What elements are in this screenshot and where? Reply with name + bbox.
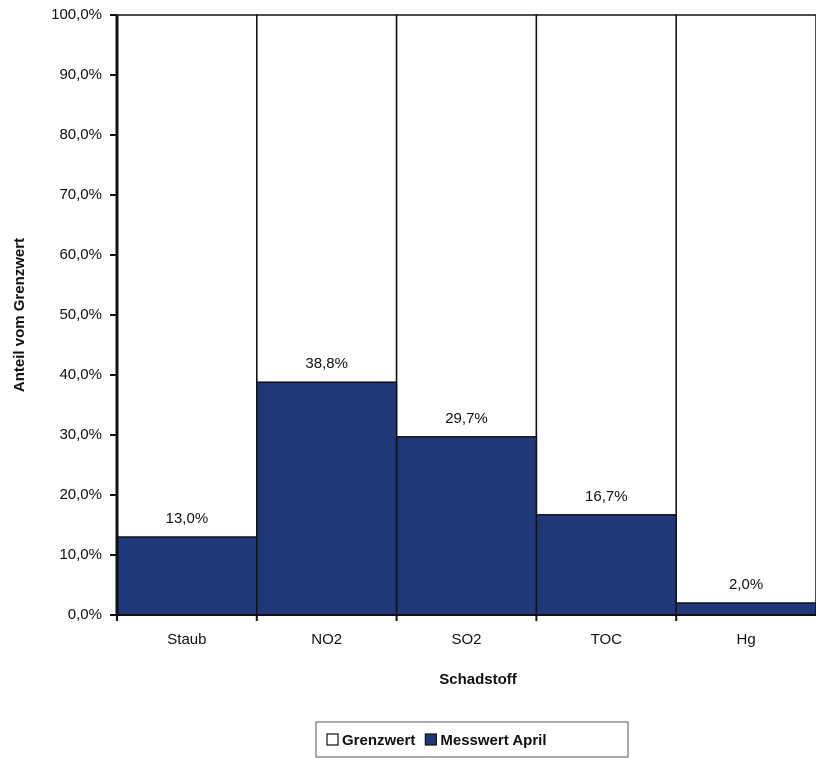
x-tick-label: Staub	[167, 631, 206, 648]
bar	[116, 536, 258, 616]
data-label: 13,0%	[166, 510, 209, 527]
y-tick-label: 30,0%	[59, 426, 102, 443]
bar	[395, 436, 538, 616]
y-tick-label: 100,0%	[51, 6, 102, 23]
legend-swatch	[424, 733, 437, 746]
x-axis-title: Schadstoff	[439, 671, 518, 688]
bar	[675, 14, 816, 616]
data-label: 16,7%	[585, 488, 628, 505]
legend-swatch	[326, 733, 339, 746]
y-tick-label: 90,0%	[59, 66, 102, 83]
y-axis-title: Anteil vom Grenzwert	[11, 238, 28, 392]
legend-box	[315, 721, 629, 758]
y-tick-label: 10,0%	[59, 546, 102, 563]
y-tick-label: 20,0%	[59, 486, 102, 503]
y-tick-label: 0,0%	[68, 606, 102, 623]
x-tick-label: NO2	[311, 631, 342, 648]
bar	[256, 381, 398, 616]
y-tick-label: 40,0%	[59, 366, 102, 383]
bar	[675, 602, 816, 616]
data-label: 29,7%	[445, 410, 488, 427]
y-tick-label: 70,0%	[59, 186, 102, 203]
data-label: 2,0%	[729, 576, 763, 593]
bar	[116, 14, 258, 616]
data-label: 38,8%	[305, 355, 348, 372]
x-tick-label: SO2	[451, 631, 481, 648]
legend-label: Messwert April	[440, 732, 546, 749]
y-tick-label: 60,0%	[59, 246, 102, 263]
y-tick-label: 50,0%	[59, 306, 102, 323]
x-tick-label: Hg	[737, 631, 756, 648]
bar	[535, 514, 677, 616]
x-tick-label: TOC	[591, 631, 623, 648]
legend-label: Grenzwert	[342, 732, 415, 749]
y-tick-label: 80,0%	[59, 126, 102, 143]
